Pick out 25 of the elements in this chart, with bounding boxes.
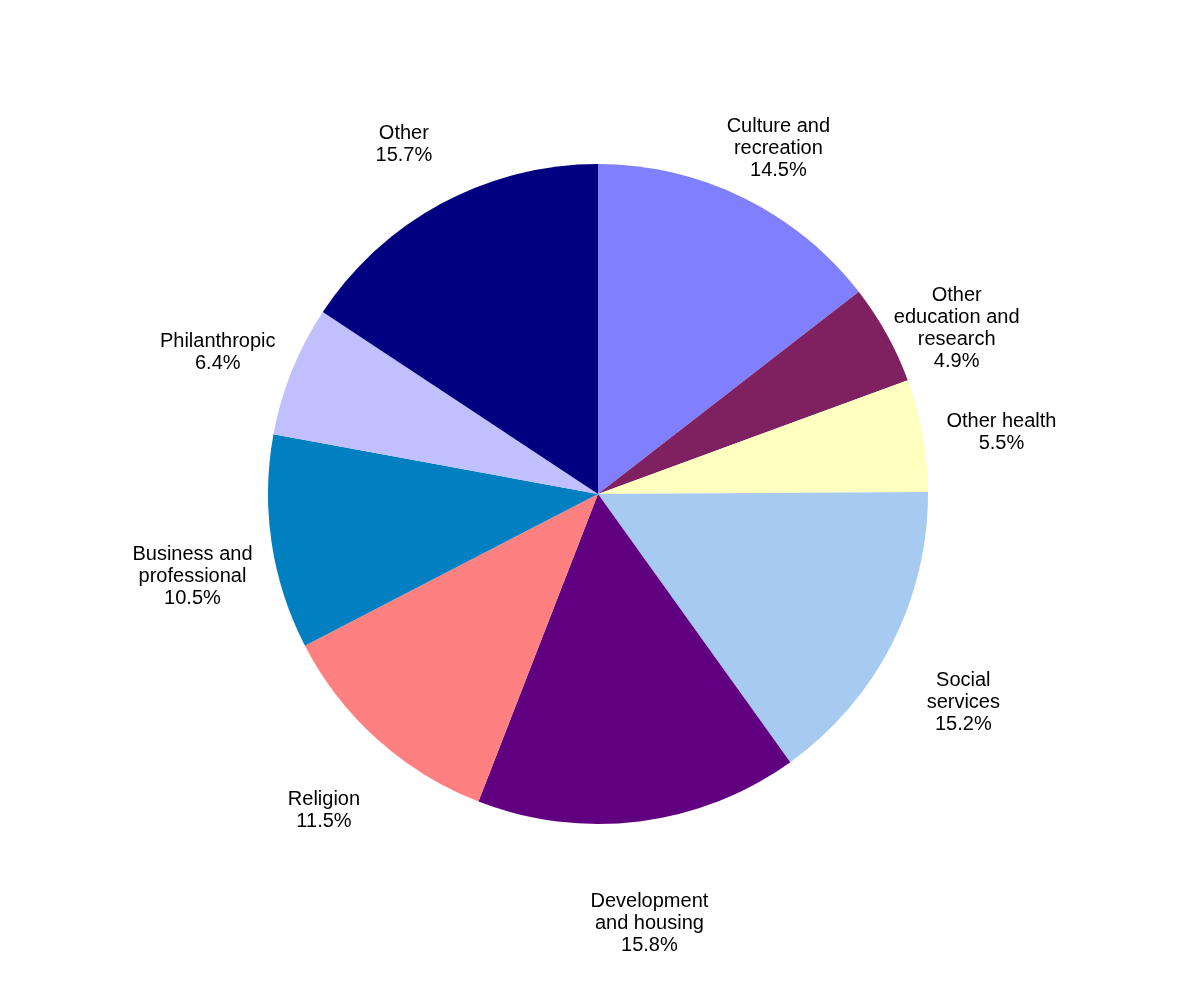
slice-label: Other (378, 120, 430, 143)
pie-slice (478, 494, 791, 824)
data-label: 14.5% (750, 157, 807, 180)
data-label: 15.7% (375, 142, 433, 165)
slice-label: Development and housing (590, 888, 709, 933)
data-label: 15.8% (621, 932, 678, 955)
pie-slice (598, 380, 928, 494)
pie-slice (268, 434, 598, 646)
slice-label: Religion (287, 786, 361, 809)
data-label: 4.9% (933, 349, 980, 372)
data-label: 11.5% (296, 808, 352, 831)
slice-label: Other education and research (893, 283, 1020, 350)
pie-slice (322, 164, 598, 494)
data-label: 10.5% (164, 586, 222, 609)
pie-slice (598, 164, 859, 494)
slice-label: Other health (946, 408, 1057, 431)
data-label: 15.2% (934, 712, 992, 735)
data-label: 6.4% (194, 350, 241, 373)
slice-label: Business and professional (132, 542, 253, 587)
slice-label: Philanthropic (159, 328, 276, 351)
pie-slice (273, 311, 598, 494)
slice-label: Social services (926, 668, 1000, 713)
pie-slice (598, 491, 928, 763)
data-label: 5.5% (978, 430, 1025, 453)
slice-label: Culture and recreation (726, 113, 831, 158)
